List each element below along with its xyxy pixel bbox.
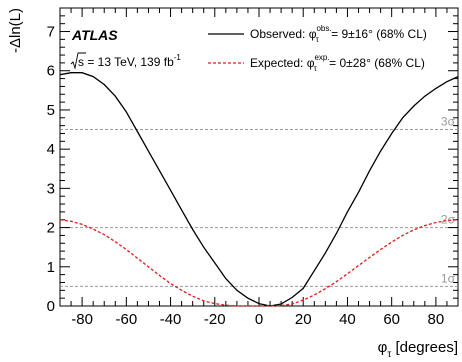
series-line-expected (59, 219, 459, 307)
x-tick-label: 40 (339, 311, 356, 328)
energy-label: s = 13 TeV, 139 fb (78, 55, 174, 69)
x-axis-title-unit: [degrees] (391, 339, 458, 356)
x-tick-label: 60 (383, 311, 400, 328)
legend-observed-value: = 9±16° (68% CL) (328, 27, 427, 41)
legend-observed-sub: τ (316, 35, 320, 44)
plot-frame (59, 7, 459, 307)
y-tick-label: 3 (47, 180, 55, 197)
energy-sup: -1 (174, 53, 182, 62)
x-axis-title: φ (378, 339, 388, 356)
y-tick-label: 2 (47, 220, 55, 237)
legend-expected-text: Expected: φ (250, 56, 315, 70)
x-tick-label: 20 (295, 311, 312, 328)
x-tick-label: -20 (204, 311, 226, 328)
y-tick-label: 7 (47, 24, 55, 41)
legend-expected-value: = 0±28° (68% CL) (326, 56, 425, 70)
x-tick-label: 80 (428, 311, 445, 328)
legend-observed-sup: obs. (316, 24, 331, 33)
y-tick-label: 6 (47, 63, 55, 80)
sigma-label-1: 1σ (441, 271, 456, 285)
sigma-label-3: 3σ (441, 115, 456, 129)
sqrt-icon (70, 52, 86, 70)
legend-observed-text: Observed: φ (250, 27, 317, 41)
y-tick-label: 4 (47, 141, 55, 158)
y-tick-label: 0 (47, 298, 55, 315)
x-tick-label: 0 (255, 311, 263, 328)
x-tick-label: -60 (115, 311, 137, 328)
axis-ticks: -80 -60 -40 -20 0 20 40 60 80 0 1 2 3 4 5 6 7 (47, 7, 459, 328)
svg-text:Observed: φobs.τ = 9±16° (68%: Observed: φobs. τ = 9±16° (68% CL) (250, 24, 427, 44)
svg-text:s = 13 TeV, 139 fb-1: s = 13 TeV, 139 fb-1 (78, 53, 181, 69)
series-lines (59, 72, 459, 307)
sigma-label-2: 2σ (441, 213, 456, 227)
reference-lines: 1σ 2σ 3σ (60, 115, 458, 287)
y-axis-title: -Δln(L) (7, 8, 24, 53)
svg-text:Expected: φexp.τ = 0±28° (68%: Expected: φexp. τ = 0±28° (68% CL) (250, 53, 425, 73)
legend: Observed: φobs. τ = 9±16° (68% CL) Expect… (208, 24, 427, 73)
series-line-observed (59, 72, 459, 307)
x-tick-label: -40 (160, 311, 182, 328)
y-tick-label: 1 (47, 259, 55, 276)
legend-expected-sub: τ (314, 64, 318, 73)
legend-expected-sup: exp. (314, 53, 329, 62)
x-axis-title-sub: τ (387, 349, 391, 360)
x-tick-label: -80 (71, 311, 93, 328)
y-tick-label: 5 (47, 102, 55, 119)
experiment-label: ATLAS (71, 27, 118, 43)
svg-text:φτ [degrees]: φτ [degrees] (378, 339, 458, 360)
energy-info: s = 13 TeV, 139 fb-1 (70, 52, 181, 70)
